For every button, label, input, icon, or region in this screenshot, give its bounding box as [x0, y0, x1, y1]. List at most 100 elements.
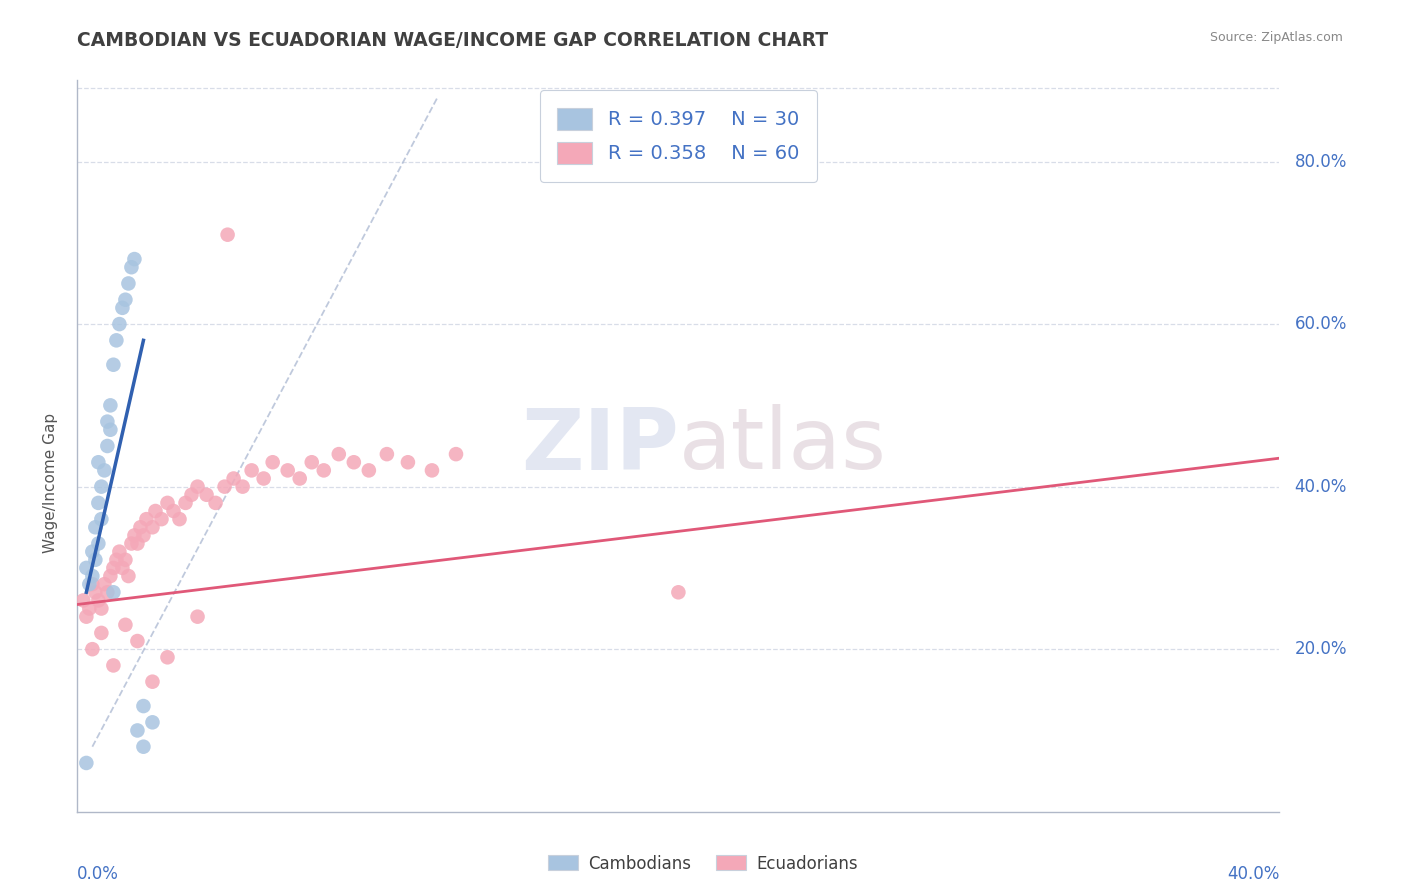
Point: [444, 447, 467, 461]
Point: [668, 585, 690, 599]
Point: [124, 252, 146, 266]
Point: [301, 455, 323, 469]
Text: 20.0%: 20.0%: [1295, 640, 1347, 658]
Point: [162, 504, 184, 518]
Text: Wage/Income Gap: Wage/Income Gap: [44, 412, 59, 553]
Point: [84, 553, 107, 567]
Point: [127, 723, 149, 738]
Point: [174, 496, 197, 510]
Point: [129, 520, 152, 534]
Point: [375, 447, 398, 461]
Text: 0.0%: 0.0%: [77, 864, 120, 882]
Text: 60.0%: 60.0%: [1295, 315, 1347, 333]
Legend: R = 0.397    N = 30, R = 0.358    N = 60: R = 0.397 N = 30, R = 0.358 N = 60: [540, 90, 817, 182]
Point: [79, 601, 101, 615]
Point: [127, 634, 149, 648]
Point: [72, 593, 94, 607]
Point: [103, 585, 125, 599]
Point: [108, 544, 131, 558]
Point: [100, 398, 122, 412]
Point: [120, 536, 142, 550]
Point: [105, 334, 128, 348]
Point: [420, 463, 443, 477]
Text: 40.0%: 40.0%: [1295, 477, 1347, 496]
Point: [87, 496, 110, 510]
Point: [204, 496, 226, 510]
Point: [217, 227, 239, 242]
Point: [87, 536, 110, 550]
Point: [84, 585, 107, 599]
Point: [103, 358, 125, 372]
Point: [79, 577, 101, 591]
Point: [195, 488, 218, 502]
Point: [100, 569, 122, 583]
Point: [87, 593, 110, 607]
Point: [90, 601, 112, 615]
Point: [124, 528, 146, 542]
Point: [186, 609, 209, 624]
Point: [328, 447, 350, 461]
Point: [156, 650, 179, 665]
Point: [75, 561, 97, 575]
Point: [90, 626, 112, 640]
Point: [90, 512, 112, 526]
Point: [180, 488, 202, 502]
Point: [141, 520, 163, 534]
Point: [108, 317, 131, 331]
Point: [132, 528, 155, 542]
Point: [114, 617, 136, 632]
Text: ZIP: ZIP: [520, 404, 679, 488]
Point: [240, 463, 263, 477]
Point: [96, 585, 118, 599]
Point: [135, 512, 157, 526]
Point: [90, 480, 112, 494]
Point: [117, 277, 139, 291]
Text: atlas: atlas: [679, 404, 886, 488]
Point: [156, 496, 179, 510]
Point: [87, 455, 110, 469]
Point: [343, 455, 366, 469]
Point: [82, 642, 104, 657]
Point: [93, 463, 115, 477]
Point: [145, 504, 167, 518]
Point: [114, 553, 136, 567]
Point: [277, 463, 299, 477]
Point: [117, 569, 139, 583]
Point: [262, 455, 284, 469]
Point: [75, 609, 97, 624]
Point: [214, 480, 236, 494]
Point: [82, 544, 104, 558]
Text: CAMBODIAN VS ECUADORIAN WAGE/INCOME GAP CORRELATION CHART: CAMBODIAN VS ECUADORIAN WAGE/INCOME GAP …: [77, 31, 828, 50]
Point: [186, 480, 209, 494]
Point: [127, 536, 149, 550]
Point: [132, 699, 155, 714]
Point: [96, 415, 118, 429]
Point: [222, 471, 245, 485]
Point: [253, 471, 276, 485]
Point: [150, 512, 173, 526]
Point: [82, 569, 104, 583]
Point: [82, 577, 104, 591]
Point: [114, 293, 136, 307]
Point: [100, 423, 122, 437]
Text: Source: ZipAtlas.com: Source: ZipAtlas.com: [1209, 31, 1343, 45]
Point: [111, 561, 134, 575]
Point: [169, 512, 191, 526]
Point: [120, 260, 142, 275]
Point: [103, 561, 125, 575]
Point: [232, 480, 254, 494]
Point: [312, 463, 335, 477]
Point: [103, 658, 125, 673]
Point: [357, 463, 380, 477]
Text: 40.0%: 40.0%: [1227, 864, 1279, 882]
Legend: Cambodians, Ecuadorians: Cambodians, Ecuadorians: [541, 848, 865, 880]
Point: [84, 520, 107, 534]
Point: [93, 577, 115, 591]
Text: 80.0%: 80.0%: [1295, 153, 1347, 170]
Point: [111, 301, 134, 315]
Point: [288, 471, 311, 485]
Point: [96, 439, 118, 453]
Point: [132, 739, 155, 754]
Point: [105, 553, 128, 567]
Point: [141, 715, 163, 730]
